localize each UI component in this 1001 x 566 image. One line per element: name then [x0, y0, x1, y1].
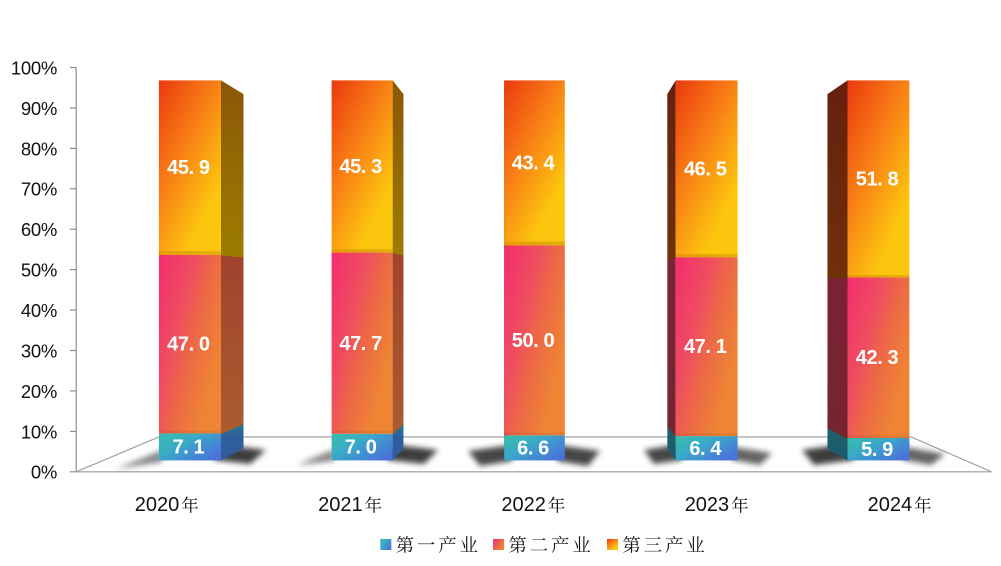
svg-text:40%: 40%	[21, 300, 57, 321]
svg-text:45. 9: 45. 9	[167, 157, 210, 179]
svg-text:5. 9: 5. 9	[861, 439, 893, 461]
svg-text:47. 7: 47. 7	[339, 333, 382, 355]
svg-text:100%: 100%	[11, 57, 57, 78]
svg-text:0%: 0%	[31, 462, 57, 483]
svg-text:2023: 2023	[685, 494, 730, 516]
svg-text:2024: 2024	[868, 494, 913, 516]
svg-text:90%: 90%	[21, 98, 57, 119]
svg-text:2020: 2020	[135, 494, 180, 516]
svg-text:43. 4: 43. 4	[512, 153, 556, 175]
svg-text:70%: 70%	[21, 179, 57, 200]
svg-text:80%: 80%	[21, 138, 57, 159]
svg-text:6. 4: 6. 4	[689, 438, 722, 460]
svg-text:6. 6: 6. 6	[517, 438, 549, 460]
svg-text:47. 1: 47. 1	[684, 336, 727, 358]
svg-text:50. 0: 50. 0	[512, 330, 555, 352]
svg-text:30%: 30%	[21, 340, 57, 361]
svg-text:45. 3: 45. 3	[339, 156, 382, 178]
svg-text:20%: 20%	[21, 381, 57, 402]
svg-text:42. 3: 42. 3	[856, 347, 899, 369]
svg-text:46. 5: 46. 5	[684, 158, 727, 180]
svg-text:7. 1: 7. 1	[173, 437, 205, 459]
svg-text:7. 0: 7. 0	[345, 437, 377, 459]
svg-text:10%: 10%	[21, 421, 57, 442]
svg-text:60%: 60%	[21, 219, 57, 240]
svg-text:2022: 2022	[501, 494, 546, 516]
svg-text:47. 0: 47. 0	[167, 334, 210, 356]
svg-text:50%: 50%	[21, 260, 57, 281]
svg-text:2021: 2021	[318, 494, 363, 516]
svg-text:51. 8: 51. 8	[856, 168, 899, 190]
